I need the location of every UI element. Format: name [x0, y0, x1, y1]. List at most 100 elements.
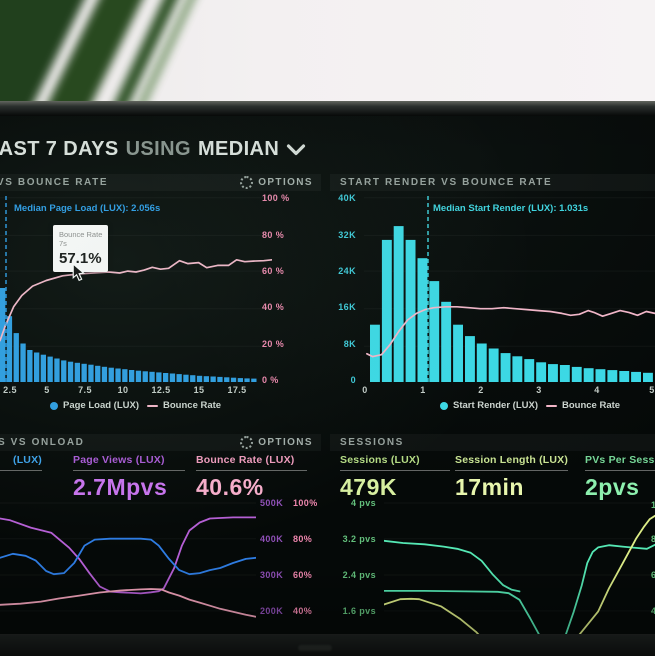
- onload-options-button[interactable]: OPTIONS: [240, 436, 313, 449]
- axis-label: 8: [651, 534, 655, 544]
- axis-label: 100 %: [262, 193, 290, 203]
- metric-session-length: Session Length (LUX) 17min: [455, 454, 568, 501]
- legend-label: Bounce Rate: [163, 400, 222, 411]
- metric-underline: [455, 470, 568, 471]
- legend-item-startrender[interactable]: Start Render (LUX): [440, 400, 538, 411]
- metric-pvs-per-session: PVs Per Session 2pvs: [585, 454, 655, 501]
- axis-label: 8K: [343, 339, 356, 349]
- metric-sessions: Sessions (LUX) 479K: [340, 454, 450, 501]
- axis-label: 80 %: [262, 230, 285, 240]
- axis-label: 4: [651, 606, 655, 616]
- metric-underline: [585, 470, 655, 471]
- x-tick: 1: [420, 385, 426, 395]
- metric-value: 40.6%: [196, 474, 264, 500]
- axis-label: 400K: [260, 534, 284, 544]
- axis-label: 40 %: [262, 302, 285, 312]
- axis-label: 3.2 pvs: [342, 534, 376, 544]
- legend-item-pageload[interactable]: Page Load (LUX): [50, 400, 139, 411]
- axis-label: 60 %: [262, 266, 285, 276]
- metric-underline: [73, 470, 185, 471]
- metric-label: (LUX): [13, 454, 42, 466]
- axis-label: 4 pvs: [350, 498, 376, 508]
- startrender-median-annotation: Median Start Render (LUX): 1.031s: [433, 203, 589, 214]
- pageload-median-annotation: Median Page Load (LUX): 2.056s: [14, 203, 161, 214]
- header-range: LAST 7 DAYS: [0, 138, 119, 160]
- onload-line-chart[interactable]: [0, 498, 256, 634]
- axis-label: 300K: [260, 570, 284, 580]
- pageload-histogram-chart[interactable]: [0, 194, 272, 382]
- metric-underline: [196, 470, 307, 471]
- axis-label: 6: [651, 570, 655, 580]
- metric-label: Page Views (LUX): [73, 454, 165, 466]
- pageload-options-button[interactable]: OPTIONS: [240, 176, 313, 189]
- metric-label: Session Length (LUX): [455, 454, 569, 466]
- panel-onload-title: S VS ONLOAD: [0, 437, 85, 448]
- x-tick: 15: [193, 385, 205, 395]
- header-using: USING: [125, 138, 191, 160]
- metric-bouncerate: Bounce Rate (LUX) 40.6%: [196, 454, 307, 501]
- x-tick: 7.5: [78, 385, 92, 395]
- x-tick: 10: [117, 385, 129, 395]
- x-tick: 2.5: [3, 385, 17, 395]
- axis-label: 1: [651, 500, 655, 510]
- header-median: MEDIAN: [197, 138, 280, 160]
- metric-pageviews: Page Views (LUX) 2.7Mpvs: [73, 454, 185, 501]
- tooltip-series: Bounce Rate: [59, 230, 103, 239]
- axis-label: 500K: [260, 498, 284, 508]
- chevron-down-icon[interactable]: [286, 143, 306, 156]
- metric-onload: (LUX): [0, 454, 42, 471]
- panel-startrender-titlebar: START RENDER VS BOUNCE RATE: [330, 174, 655, 191]
- x-tick: 3: [536, 385, 542, 395]
- legend-item-bounce[interactable]: Bounce Rate: [147, 400, 221, 411]
- legend-item-bounce[interactable]: Bounce Rate: [545, 400, 621, 411]
- x-tick: 12.5: [151, 385, 171, 395]
- line-marker-icon: [545, 404, 557, 407]
- panel-pageload-title: VS BOUNCE RATE: [0, 177, 109, 188]
- x-tick: 2: [478, 385, 484, 395]
- x-tick: 17.5: [227, 385, 247, 395]
- panel-sessions-titlebar: SESSIONS: [330, 434, 655, 451]
- axis-label: 40K: [338, 193, 356, 203]
- dot-marker-icon: [440, 401, 448, 410]
- x-tick: 5: [649, 385, 655, 395]
- startrender-histogram-chart[interactable]: [364, 194, 655, 382]
- axis-label: 200K: [260, 606, 284, 616]
- monitor-bezel-bottom: [0, 634, 655, 656]
- pageload-legend: Page Load (LUX) Bounce Rate: [50, 400, 221, 411]
- metric-value: 2.7Mpvs: [73, 474, 168, 500]
- axis-label: 0: [350, 375, 356, 385]
- axis-label: 60%: [293, 570, 313, 580]
- metric-label: PVs Per Session: [585, 454, 655, 466]
- axis-label: 40%: [293, 606, 313, 616]
- metric-label: Sessions (LUX): [340, 454, 420, 466]
- monitor-screen: LAST 7 DAYS USING MEDIAN VS BOUNCE RATE …: [0, 116, 655, 634]
- axis-label: 1.6 pvs: [342, 606, 376, 616]
- axis-label: 20 %: [262, 339, 285, 349]
- legend-label: Page Load (LUX): [63, 400, 140, 411]
- metric-value: 2pvs: [585, 474, 640, 500]
- metric-underline: [340, 470, 450, 471]
- legend-label: Bounce Rate: [561, 400, 621, 411]
- axis-label: 32K: [338, 230, 356, 240]
- monitor-bezel-top: [0, 101, 655, 116]
- mouse-cursor-icon: [72, 263, 85, 282]
- metric-value: 479K: [340, 474, 397, 500]
- axis-label: 0 %: [262, 375, 279, 385]
- dashboard-header[interactable]: LAST 7 DAYS USING MEDIAN: [0, 138, 306, 161]
- dot-marker-icon: [50, 401, 58, 410]
- axis-label: 16K: [338, 302, 356, 312]
- axis-label: 100%: [293, 498, 318, 508]
- line-marker-icon: [147, 404, 159, 407]
- x-tick: 0: [362, 385, 368, 395]
- gear-icon: [240, 176, 254, 189]
- panel-sessions-title: SESSIONS: [340, 437, 404, 448]
- axis-label: 2.4 pvs: [342, 570, 376, 580]
- startrender-legend: Start Render (LUX) Bounce Rate: [440, 400, 620, 411]
- axis-label: 24K: [338, 266, 356, 276]
- tooltip-value: 57.1%: [59, 250, 102, 267]
- tooltip-x-value: 7s: [59, 239, 67, 248]
- bounce-rate-tooltip: Bounce Rate 7s 57.1%: [53, 225, 109, 272]
- panel-onload-titlebar: S VS ONLOAD OPTIONS: [0, 434, 321, 451]
- sessions-line-chart[interactable]: [384, 498, 655, 634]
- options-label: OPTIONS: [258, 177, 313, 188]
